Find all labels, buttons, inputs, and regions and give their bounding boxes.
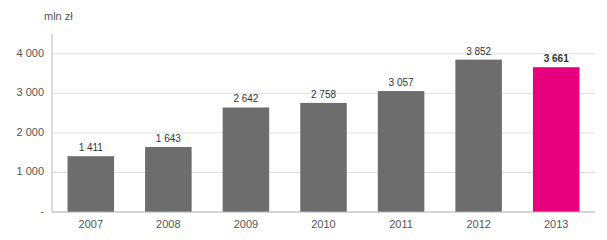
- y-tick-label: 1 000: [16, 165, 44, 177]
- y-axis-label: mln zł: [44, 10, 73, 22]
- grid-line: [52, 53, 595, 54]
- y-tick-label: 4 000: [16, 47, 44, 59]
- x-tick-label: 2013: [544, 218, 568, 230]
- bar: [300, 103, 347, 212]
- x-axis-line: [52, 212, 595, 213]
- grid: [52, 54, 595, 212]
- x-tick-label: 2007: [79, 218, 103, 230]
- data-label: 3 057: [389, 77, 414, 88]
- y-axis-line: [52, 34, 53, 212]
- x-tick-label: 2011: [389, 218, 413, 230]
- data-label: 3 852: [466, 46, 491, 57]
- x-tick-label: 2012: [466, 218, 490, 230]
- data-label: 2 642: [233, 93, 258, 104]
- bar: [533, 67, 580, 212]
- x-tick-label: 2010: [311, 218, 335, 230]
- x-tick-label: 2008: [156, 218, 180, 230]
- y-tick-label: 2 000: [16, 126, 44, 138]
- bars: [68, 60, 580, 212]
- data-label: 2 758: [311, 89, 336, 100]
- data-label: 1 411: [79, 142, 104, 153]
- chart-container: - 1 000 2 000 3 000 4 000 mln zł 1 411 1 643 2 6…: [0, 0, 607, 240]
- grid-line: [52, 212, 595, 213]
- y-tick-label: 3 000: [16, 86, 44, 98]
- data-label: 3 661: [544, 53, 569, 64]
- data-label: 1 643: [156, 133, 181, 144]
- bar: [68, 156, 115, 212]
- y-tick-label: -: [40, 205, 44, 217]
- bar: [455, 60, 502, 212]
- bar: [378, 91, 425, 212]
- x-tick-label: 2009: [234, 218, 258, 230]
- chart-svg: - 1 000 2 000 3 000 4 000 mln zł 1 411 1 643 2 6…: [0, 0, 607, 240]
- bar: [145, 147, 192, 212]
- bar: [223, 107, 270, 212]
